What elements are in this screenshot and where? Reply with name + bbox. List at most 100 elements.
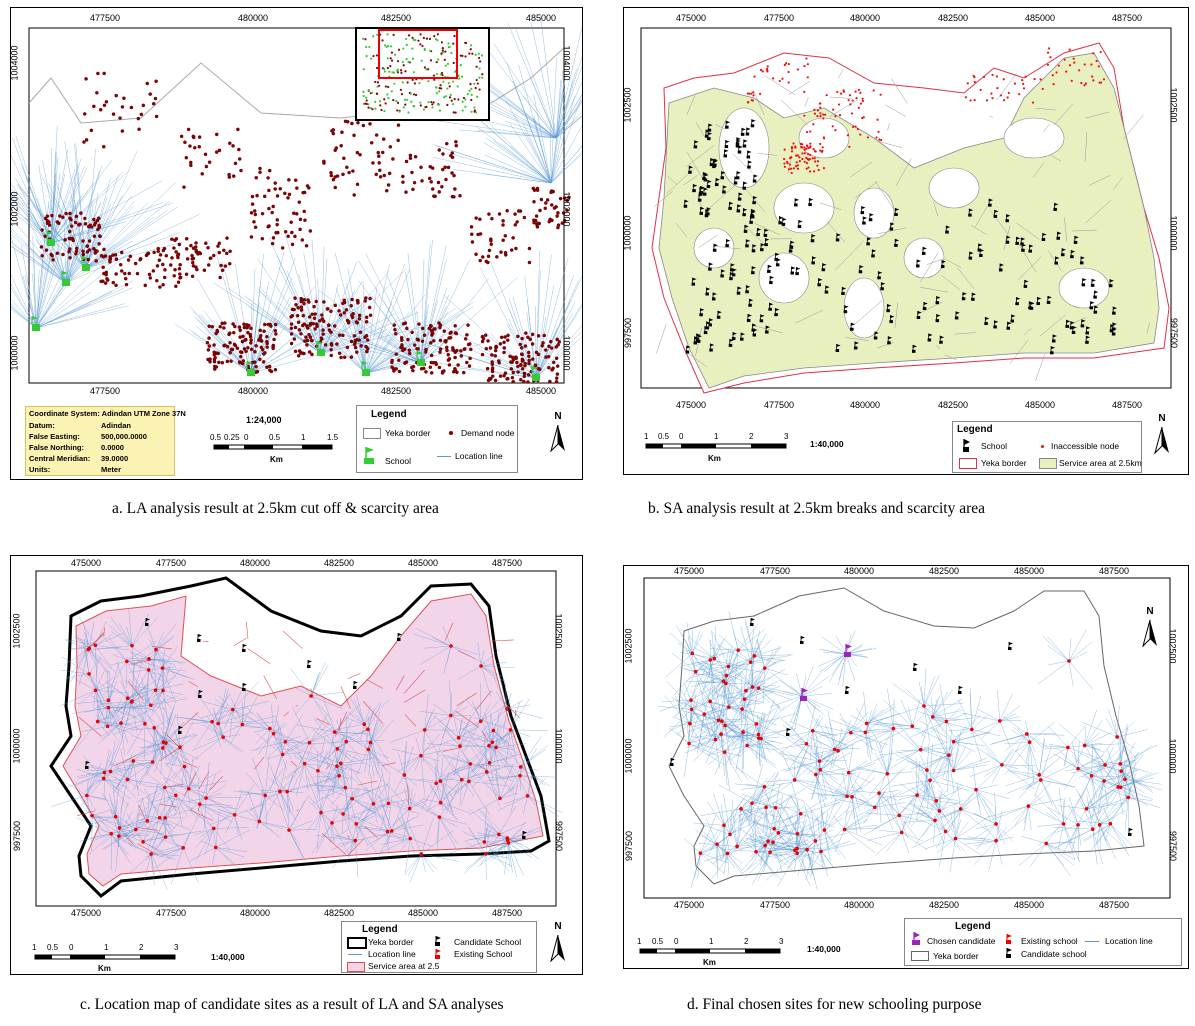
school-marker xyxy=(1112,306,1118,315)
school-marker xyxy=(1056,231,1062,240)
x-tick: 477500 xyxy=(764,400,795,410)
existing-school-marker xyxy=(943,829,948,834)
x-tick: 475000 xyxy=(674,566,705,576)
school-marker xyxy=(984,317,990,326)
school-marker xyxy=(709,158,715,167)
existing-school-marker xyxy=(813,839,818,843)
candidate-school-icon xyxy=(435,936,441,946)
existing-school-marker xyxy=(1027,740,1032,745)
candidate-school-marker xyxy=(750,618,755,626)
existing-school-marker xyxy=(741,730,745,734)
scale-unit: Km xyxy=(708,454,721,463)
existing-school-marker xyxy=(178,745,182,750)
existing-school-marker xyxy=(353,838,358,843)
existing-school-marker xyxy=(745,743,749,748)
existing-school-marker xyxy=(1000,762,1004,767)
scale-ratio: 1:40,000 xyxy=(211,952,245,962)
existing-school-marker xyxy=(725,851,730,856)
yeka-border-swatch xyxy=(363,428,381,439)
existing-school-marker xyxy=(240,722,245,727)
y-tick: 1002500 xyxy=(1167,628,1178,664)
candidate-school-marker xyxy=(786,728,791,736)
existing-school-marker xyxy=(953,836,958,841)
existing-school-marker xyxy=(145,819,150,823)
legend-title: Legend xyxy=(371,409,407,420)
existing-school-marker xyxy=(434,781,438,786)
existing-school-marker xyxy=(129,700,134,704)
panel-b-map: 475000 477500 480000 482500 485000 48750… xyxy=(623,7,1189,475)
school-marker xyxy=(699,308,705,317)
north-label: N xyxy=(1158,413,1166,424)
existing-school-marker xyxy=(182,764,187,769)
school-marker xyxy=(729,272,735,281)
existing-school-marker xyxy=(723,723,727,728)
school-marker xyxy=(945,225,951,234)
caption-d: d. Final chosen sites for new schooling … xyxy=(687,996,982,1013)
scale-label: 2 xyxy=(749,432,754,441)
existing-school-marker xyxy=(335,764,339,768)
candidate-school-marker xyxy=(178,726,183,734)
existing-school-marker xyxy=(1039,778,1043,782)
candidate-school-marker xyxy=(1008,642,1013,650)
existing-school-marker xyxy=(891,726,896,731)
school-marker xyxy=(1005,235,1011,244)
school-marker xyxy=(866,237,872,246)
school-marker xyxy=(877,271,883,280)
school-marker xyxy=(811,256,817,265)
existing-school-marker xyxy=(497,832,501,837)
existing-school-marker xyxy=(762,666,767,670)
existing-school-marker xyxy=(763,843,767,848)
school-marker xyxy=(873,331,879,340)
existing-school-marker xyxy=(773,805,778,810)
existing-school-marker xyxy=(864,721,869,726)
existing-school-marker xyxy=(998,719,1002,723)
existing-school-marker xyxy=(721,679,726,683)
chosen-candidate-marker xyxy=(844,644,852,657)
existing-school-marker xyxy=(928,778,932,783)
school-marker xyxy=(699,206,705,215)
existing-school-marker xyxy=(422,728,427,732)
school-marker xyxy=(750,119,756,128)
existing-school-marker xyxy=(487,743,491,748)
existing-school-marker xyxy=(119,721,123,725)
existing-school-marker xyxy=(885,771,890,776)
school-marker xyxy=(737,192,743,201)
existing-school-marker xyxy=(186,786,191,791)
scale-label: 1 xyxy=(644,432,649,441)
existing-school-marker xyxy=(795,846,799,851)
existing-school-marker xyxy=(728,832,732,837)
legend-label: Existing School xyxy=(454,949,513,959)
school-marker xyxy=(961,292,967,301)
x-tick: 487500 xyxy=(492,558,523,568)
existing-school-marker xyxy=(897,813,902,818)
scale-unit: Km xyxy=(270,455,283,464)
existing-school-marker xyxy=(1089,774,1094,778)
school-marker xyxy=(728,201,734,210)
existing-school-marker xyxy=(1118,762,1123,766)
x-tick: 487500 xyxy=(1112,400,1143,410)
existing-school-marker xyxy=(1115,735,1119,739)
existing-school-marker xyxy=(468,762,473,766)
school-marker xyxy=(698,186,704,195)
existing-school-marker xyxy=(407,806,412,811)
legend-label: Location line xyxy=(368,949,416,959)
scale-label: 0.5 xyxy=(652,937,664,946)
existing-school-marker xyxy=(863,730,868,735)
school-marker xyxy=(731,332,737,341)
y-tick: 997500 xyxy=(623,317,634,349)
school-flag-icon xyxy=(963,439,970,452)
school-marker xyxy=(858,265,864,274)
y-tick: 1002000 xyxy=(10,191,20,227)
existing-school-marker xyxy=(146,668,151,672)
existing-school-marker xyxy=(850,795,854,799)
school-marker xyxy=(889,222,895,231)
existing-school-marker xyxy=(792,778,797,782)
scale-label: 0 xyxy=(674,937,679,946)
y-tick: 1000000 xyxy=(11,728,22,764)
school-marker xyxy=(916,310,922,319)
existing-school-marker xyxy=(335,747,340,751)
existing-school-marker xyxy=(371,801,376,806)
school-marker xyxy=(916,259,922,268)
school-marker xyxy=(1010,314,1016,323)
legend-label: Inaccessible node xyxy=(1051,441,1120,451)
